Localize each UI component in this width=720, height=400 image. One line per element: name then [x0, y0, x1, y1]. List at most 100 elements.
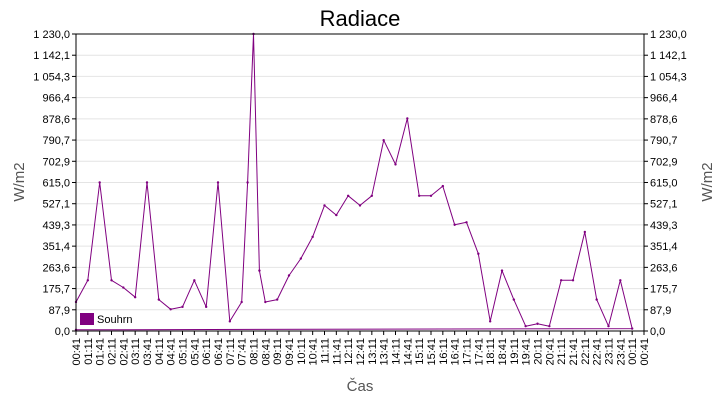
y-tick-label-right: 527,1 [650, 199, 678, 211]
x-tick-label: 15:41 [426, 338, 438, 366]
y-tick-label-right: 1 142,1 [650, 50, 687, 62]
data-point [488, 320, 492, 323]
data-point [630, 327, 634, 330]
y-tick-label-left: 615,0 [42, 178, 70, 190]
data-point [98, 181, 101, 184]
data-point [583, 230, 587, 234]
grid-lines [76, 54, 644, 311]
y-tick-label-right: 263,6 [650, 262, 678, 274]
data-point [157, 298, 161, 301]
x-tick-label: 11:11 [320, 338, 332, 364]
y-tick-label-right: 615,0 [650, 178, 678, 190]
data-point [216, 181, 220, 184]
x-tick-label: 00:41 [71, 338, 83, 366]
data-point [299, 257, 303, 260]
y-tick-label-left: 1 142,1 [33, 50, 70, 62]
x-tick-label: 19:41 [521, 338, 533, 366]
data-point [240, 300, 243, 304]
x-tick-label: 04:11 [154, 338, 166, 365]
x-tick-label: 12:41 [355, 338, 367, 366]
x-tick-label: 18:11 [485, 338, 497, 365]
x-tick-label: 08:11 [249, 338, 261, 365]
legend-label: Souhrn [97, 314, 132, 326]
y-axis-right: 0,0 87,9 175,7 263,6 351,4 439,3 527,1 615,0 702… [644, 29, 687, 338]
x-tick-label: 03:11 [130, 338, 142, 365]
data-point [595, 298, 598, 301]
x-tick-label: 13:11 [367, 338, 379, 365]
data-point [246, 181, 249, 184]
data-point [500, 269, 504, 272]
series-layer [74, 32, 634, 331]
y-tick-label-left: 790,7 [42, 135, 70, 147]
data-point [258, 269, 261, 272]
x-tick-label: 01:11 [83, 338, 95, 365]
y-tick-label-left: 175,7 [42, 284, 70, 296]
x-axis: 00:41 01:11 01:41 02:11 02:41 03:11 03:41 04:11… [71, 331, 651, 366]
data-point [145, 181, 149, 184]
x-tick-label: 17:11 [462, 338, 474, 365]
x-tick-label: 22:41 [592, 338, 604, 366]
y-tick-label-left: 527,1 [42, 199, 70, 211]
x-tick-label: 14:11 [391, 338, 403, 365]
data-point [169, 308, 172, 311]
data-point [429, 194, 433, 197]
data-point [417, 194, 421, 197]
x-tick-label: 21:11 [556, 338, 568, 365]
x-tick-label: 08:41 [260, 338, 272, 366]
y-tick-label-right: 878,6 [650, 114, 678, 126]
x-tick-label: 02:11 [107, 338, 119, 365]
x-tick-label: 10:41 [308, 338, 320, 366]
y-tick-label-right: 351,4 [650, 241, 678, 253]
x-tick-label: 05:11 [178, 338, 190, 365]
y-tick-label-left: 439,3 [42, 220, 70, 232]
x-tick-label: 23:41 [615, 338, 627, 366]
y-axis-left: 0,0 87,9 175,7 263,6 351,4 439,3 527,1 615,0 702… [33, 29, 76, 338]
x-tick-label: 21:41 [568, 338, 580, 366]
x-tick-label: 14:41 [402, 338, 414, 366]
data-point [86, 279, 90, 282]
y-tick-label-left: 87,9 [49, 305, 70, 317]
y-tick-label-left: 702,9 [42, 156, 70, 168]
data-point [382, 139, 385, 142]
data-point [536, 322, 539, 325]
y-tick-label-right: 175,7 [650, 284, 678, 296]
data-point [311, 235, 314, 239]
data-point [512, 298, 516, 301]
x-tick-label: 04:41 [166, 338, 178, 366]
x-tick-label: 22:11 [580, 338, 592, 365]
y-tick-label-right: 702,9 [650, 156, 678, 168]
x-tick-label: 10:11 [296, 338, 308, 365]
y-tick-label-left: 351,4 [42, 241, 70, 253]
x-tick-label: 09:41 [284, 338, 296, 366]
data-point [181, 305, 184, 309]
x-tick-label: 01:41 [95, 338, 107, 366]
x-tick-label: 05:41 [189, 338, 201, 366]
data-point [548, 324, 551, 328]
x-tick-label: 06:41 [213, 338, 225, 366]
y-axis-right-title: W/m2 [699, 162, 716, 201]
data-point [275, 298, 279, 301]
y-tick-label-right: 0,0 [650, 326, 665, 338]
x-tick-label: 19:11 [509, 338, 521, 365]
data-point [441, 184, 445, 188]
data-point [122, 286, 125, 289]
x-tick-label: 11:41 [331, 338, 343, 365]
x-tick-label: 16:11 [438, 338, 450, 365]
x-tick-label: 23:11 [604, 338, 616, 365]
y-tick-label-left: 1 054,3 [33, 71, 70, 83]
y-tick-label-left: 263,6 [42, 262, 70, 274]
y-tick-label-right: 87,9 [650, 305, 671, 317]
data-point [204, 305, 208, 309]
y-tick-label-right: 1 230,0 [650, 29, 687, 41]
data-point [358, 204, 362, 207]
y-tick-label-right: 790,7 [650, 135, 678, 147]
x-tick-label: 17:41 [473, 338, 485, 366]
data-point [228, 320, 232, 323]
y-tick-label-left: 1 230,0 [33, 29, 70, 41]
data-point [607, 324, 610, 328]
data-point [524, 324, 527, 328]
x-tick-label: 15:11 [414, 338, 426, 365]
y-tick-label-right: 1 054,3 [650, 71, 687, 83]
